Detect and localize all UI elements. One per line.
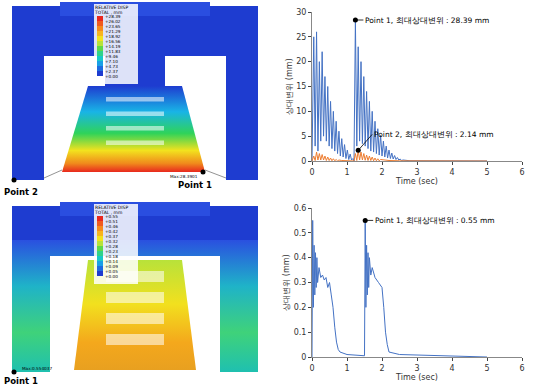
svg-text:+7.10: +7.10: [105, 58, 118, 64]
svg-text:Point 1: Point 1: [4, 376, 38, 386]
svg-text:0: 0: [309, 364, 314, 373]
svg-text:6: 6: [519, 364, 524, 373]
svg-text:0: 0: [301, 157, 306, 166]
svg-text:1: 1: [344, 364, 349, 373]
svg-text:+2.37: +2.37: [105, 68, 118, 74]
svg-text:+0.55: +0.55: [105, 213, 118, 219]
svg-text:TOTAL , mm: TOTAL , mm: [95, 10, 123, 15]
svg-text:+0.46: +0.46: [105, 223, 118, 229]
svg-text:Point 1, 최대상대변위 : 0.55 mm: Point 1, 최대상대변위 : 0.55 mm: [375, 216, 495, 225]
svg-text:+14.19: +14.19: [105, 43, 121, 49]
svg-text:Time (sec): Time (sec): [395, 373, 438, 382]
svg-text:Point 1: Point 1: [178, 180, 212, 190]
svg-text:25: 25: [296, 33, 306, 42]
svg-text:+0.51: +0.51: [105, 218, 118, 224]
svg-text:0.4: 0.4: [294, 253, 307, 262]
svg-text:0.2: 0.2: [294, 303, 307, 312]
svg-text:상대변위 (mm): 상대변위 (mm): [285, 58, 294, 114]
svg-text:1: 1: [344, 168, 349, 177]
svg-text:5: 5: [484, 168, 489, 177]
svg-text:+0.18: +0.18: [105, 253, 118, 259]
svg-text:Point 2: Point 2: [4, 187, 38, 197]
svg-text:+0.09: +0.09: [105, 263, 118, 269]
svg-text:5: 5: [484, 364, 489, 373]
svg-text:+0.05: +0.05: [105, 268, 118, 274]
svg-text:0.5: 0.5: [294, 229, 307, 238]
svg-text:+21.29: +21.29: [105, 28, 121, 34]
svg-text:+9.46: +9.46: [105, 53, 118, 59]
svg-text:+0.32: +0.32: [105, 238, 118, 244]
svg-text:RELATIVE DISP: RELATIVE DISP: [95, 5, 129, 10]
svg-text:10: 10: [296, 107, 306, 116]
svg-text:20: 20: [296, 57, 306, 66]
svg-text:+0.14: +0.14: [105, 258, 118, 264]
svg-text:6: 6: [519, 168, 524, 177]
svg-text:4: 4: [449, 168, 454, 177]
svg-text:+4.73: +4.73: [105, 63, 118, 69]
svg-text:0: 0: [301, 353, 306, 362]
svg-text:+0.00: +0.00: [105, 74, 118, 79]
svg-text:2: 2: [379, 168, 384, 177]
svg-text:4: 4: [449, 364, 454, 373]
svg-text:+23.65: +23.65: [105, 23, 121, 29]
svg-text:+18.92: +18.92: [105, 33, 121, 39]
svg-text:Time (sec): Time (sec): [395, 177, 438, 186]
svg-text:+0.00: +0.00: [105, 274, 118, 279]
svg-text:0.1: 0.1: [294, 328, 307, 337]
svg-text:Point 2, 최대상대변위 : 2.14 mm: Point 2, 최대상대변위 : 2.14 mm: [374, 130, 494, 139]
svg-text:TOTAL , mm: TOTAL , mm: [95, 210, 123, 215]
svg-text:Max:0.554037: Max:0.554037: [22, 366, 52, 371]
svg-text:+28.39: +28.39: [105, 13, 121, 19]
svg-text:+16.56: +16.56: [105, 38, 121, 44]
svg-text:2: 2: [379, 364, 384, 373]
svg-text:15: 15: [296, 82, 306, 91]
svg-text:+11.83: +11.83: [105, 48, 121, 54]
svg-text:RELATIVE DISP: RELATIVE DISP: [95, 205, 129, 210]
svg-text:Max:28.3901: Max:28.3901: [170, 174, 198, 179]
svg-text:+0.28: +0.28: [105, 243, 118, 249]
svg-text:+0.23: +0.23: [105, 248, 118, 254]
svg-text:0: 0: [309, 168, 314, 177]
svg-text:+26.02: +26.02: [105, 18, 121, 24]
svg-text:Point 1, 최대상대변위 : 28.39 mm: Point 1, 최대상대변위 : 28.39 mm: [365, 16, 489, 25]
svg-text:5: 5: [301, 132, 306, 141]
svg-text:3: 3: [414, 364, 419, 373]
svg-text:0.3: 0.3: [294, 278, 307, 287]
svg-text:상대변위 (mm): 상대변위 (mm): [282, 254, 291, 310]
svg-text:+0.37: +0.37: [105, 233, 118, 239]
svg-text:+0.42: +0.42: [105, 228, 118, 234]
svg-text:30: 30: [296, 8, 306, 17]
svg-text:0.6: 0.6: [294, 204, 307, 213]
svg-text:3: 3: [414, 168, 419, 177]
